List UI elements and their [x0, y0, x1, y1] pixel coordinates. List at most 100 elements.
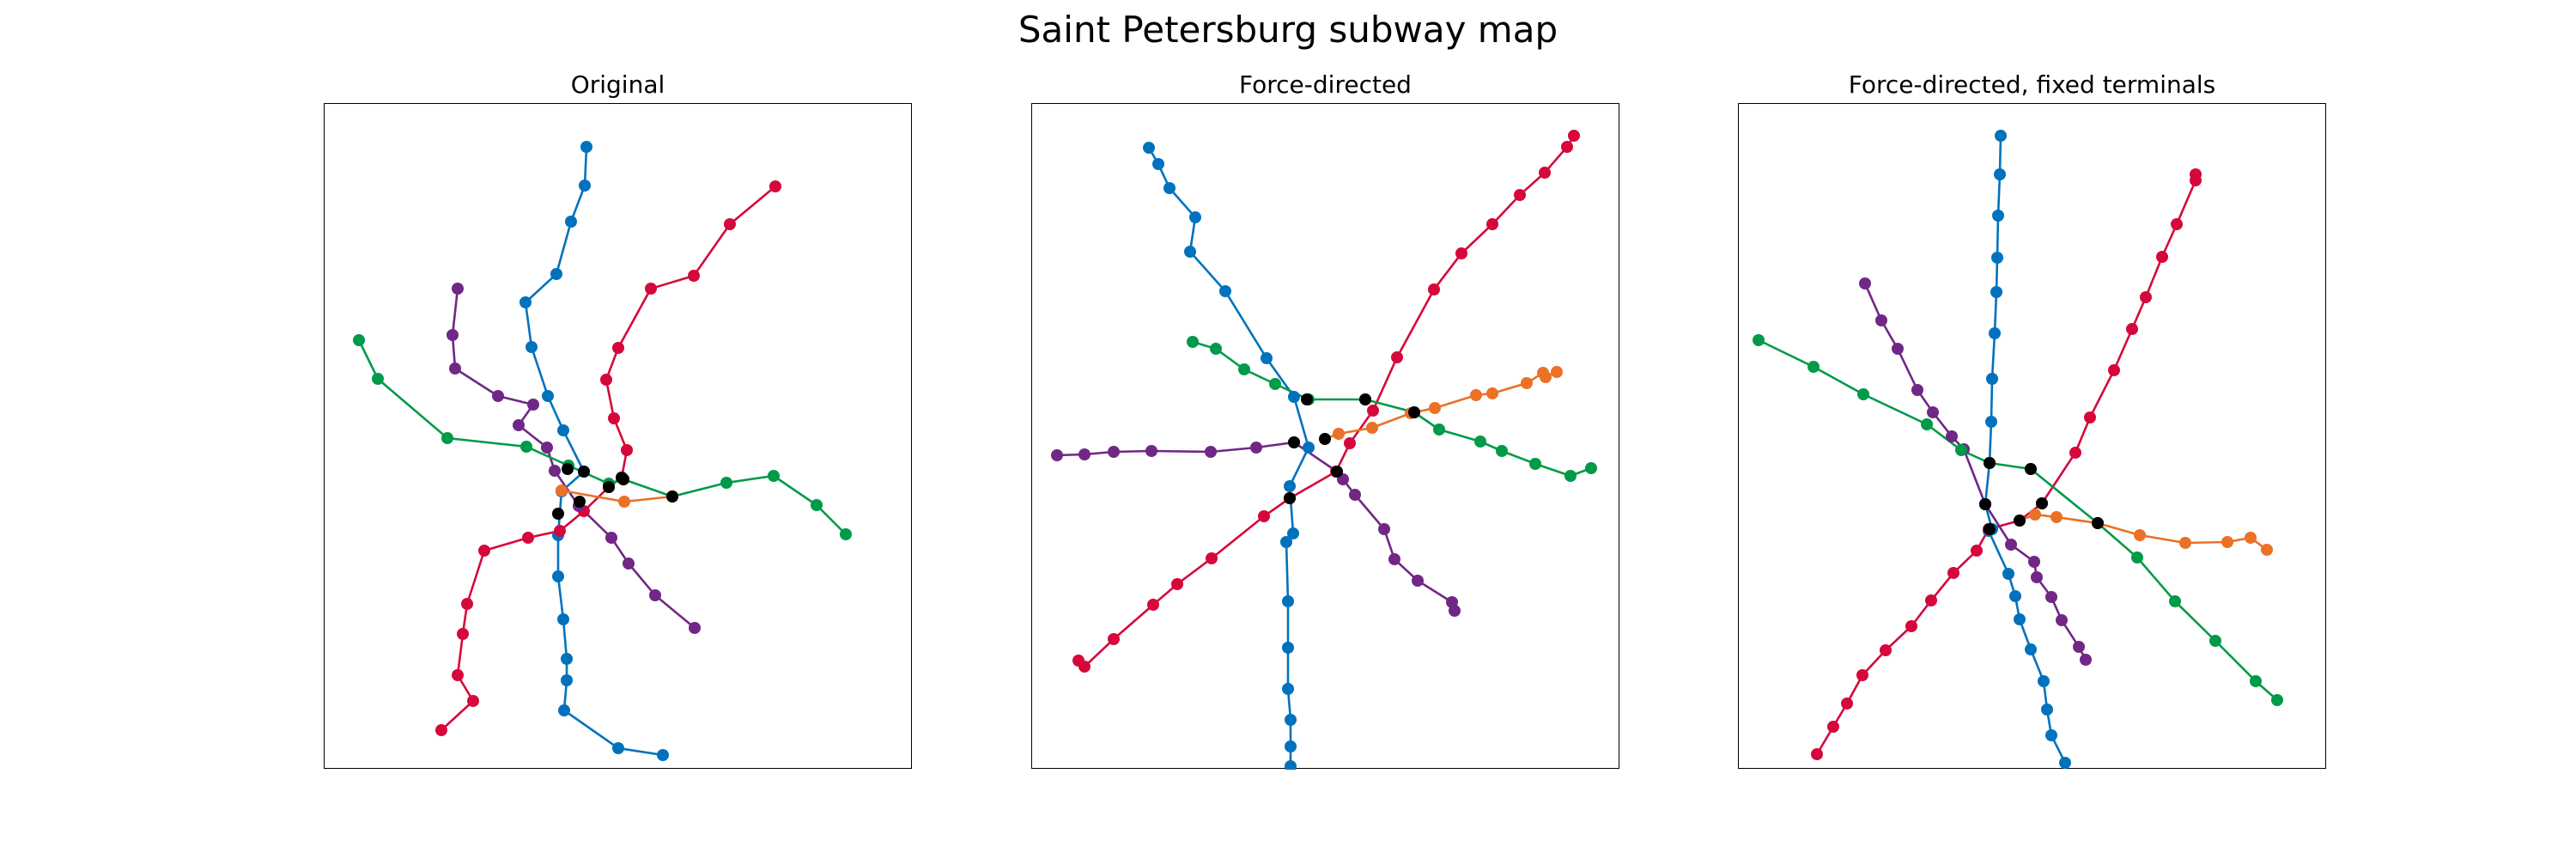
- purple-station: [549, 465, 561, 477]
- blue-station: [1986, 373, 1998, 385]
- red-station: [1539, 167, 1551, 179]
- red-station: [467, 695, 479, 707]
- blue-station: [2002, 568, 2014, 580]
- blue-station: [1287, 527, 1299, 539]
- red-station: [1514, 189, 1526, 201]
- blue-station: [1994, 168, 2006, 180]
- transfer-station: [1408, 406, 1420, 418]
- blue-station: [1280, 536, 1292, 548]
- blue-station: [561, 653, 573, 665]
- green-station: [1564, 470, 1577, 482]
- blue-station: [1995, 130, 2007, 142]
- blue-station: [1285, 760, 1297, 770]
- transfer-station: [1984, 523, 1996, 535]
- red-station: [461, 598, 473, 610]
- purple-station: [1946, 430, 1958, 442]
- green-station: [1187, 336, 1199, 348]
- red-station: [2108, 364, 2120, 376]
- green-station: [1921, 418, 1933, 430]
- orange-station: [2029, 509, 2041, 521]
- orange-station: [1540, 371, 1552, 383]
- blue-station: [542, 390, 554, 402]
- blue-station: [2041, 704, 2053, 716]
- green-station: [1807, 361, 1820, 373]
- red-station: [1171, 578, 1183, 590]
- purple-station: [1250, 442, 1262, 454]
- red-station: [600, 374, 612, 386]
- purple-line: [1863, 283, 2087, 661]
- purple-station: [541, 442, 553, 454]
- red-station: [2126, 323, 2138, 335]
- red-station: [1880, 644, 1892, 656]
- transfer-station: [603, 481, 615, 493]
- purple-line: [1056, 441, 1456, 612]
- orange-station: [2179, 537, 2191, 549]
- blue-station: [565, 216, 577, 228]
- purple-station: [623, 557, 635, 570]
- green-station: [1238, 363, 1250, 375]
- green-station: [1433, 423, 1445, 436]
- blue-station: [1282, 683, 1294, 695]
- purple-station: [2045, 591, 2057, 603]
- blue-station: [1152, 158, 1164, 170]
- red-station: [2190, 174, 2202, 186]
- blue-station: [2025, 643, 2037, 655]
- subway-graph-force-directed: [1051, 130, 1597, 770]
- blue-station: [557, 613, 569, 625]
- transfer-station: [2092, 517, 2104, 529]
- transfer-station: [552, 508, 564, 520]
- purple-station: [513, 419, 525, 431]
- red-station: [1367, 405, 1379, 417]
- orange-station: [556, 484, 568, 497]
- blue-station: [1992, 210, 2004, 222]
- purple-station: [1911, 384, 1923, 396]
- red-station: [1568, 130, 1580, 142]
- red-station: [1455, 247, 1467, 259]
- green-station: [353, 334, 365, 346]
- blue-station: [1285, 740, 1297, 752]
- transfer-station: [1331, 466, 1343, 478]
- red-line: [440, 185, 776, 731]
- red-station: [612, 342, 624, 354]
- purple-station: [1108, 446, 1120, 458]
- red-station: [1391, 351, 1403, 363]
- green-station: [1753, 334, 1765, 346]
- red-station: [1072, 655, 1084, 667]
- purple-station: [452, 283, 464, 295]
- green-station: [1857, 388, 1869, 400]
- orange-station: [2050, 511, 2063, 523]
- red-station: [621, 444, 633, 456]
- blue-station: [561, 674, 573, 686]
- blue-line: [1984, 135, 2067, 764]
- purple-station: [1892, 343, 1904, 355]
- red-station: [478, 545, 490, 557]
- blue-station: [1184, 246, 1196, 258]
- green-station: [1955, 444, 1967, 456]
- green-station: [768, 470, 780, 482]
- red-station: [1925, 594, 1937, 606]
- blue-station: [1985, 416, 1997, 428]
- blue-station: [1989, 327, 2001, 339]
- blue-station: [2038, 675, 2050, 687]
- red-station: [1258, 510, 1270, 522]
- red-station: [608, 412, 620, 424]
- purple-station: [1078, 448, 1091, 460]
- orange-station: [2134, 529, 2146, 541]
- transfer-station: [1319, 433, 1331, 445]
- purple-station: [527, 399, 539, 411]
- red-line: [1815, 174, 2197, 755]
- blue-station: [1990, 286, 2002, 298]
- transfer-station: [1359, 393, 1371, 405]
- red-line: [1078, 135, 1576, 668]
- purple-station: [1875, 314, 1887, 326]
- red-station: [1344, 437, 1356, 449]
- blue-station: [1284, 480, 1296, 492]
- red-station: [1206, 552, 1218, 564]
- purple-station: [2005, 539, 2017, 551]
- blue-station: [1303, 442, 1315, 454]
- blue-station: [2009, 590, 2021, 602]
- purple-station: [649, 589, 661, 601]
- green-line: [1192, 340, 1592, 478]
- red-station: [2140, 291, 2152, 303]
- purple-station: [2073, 641, 2085, 653]
